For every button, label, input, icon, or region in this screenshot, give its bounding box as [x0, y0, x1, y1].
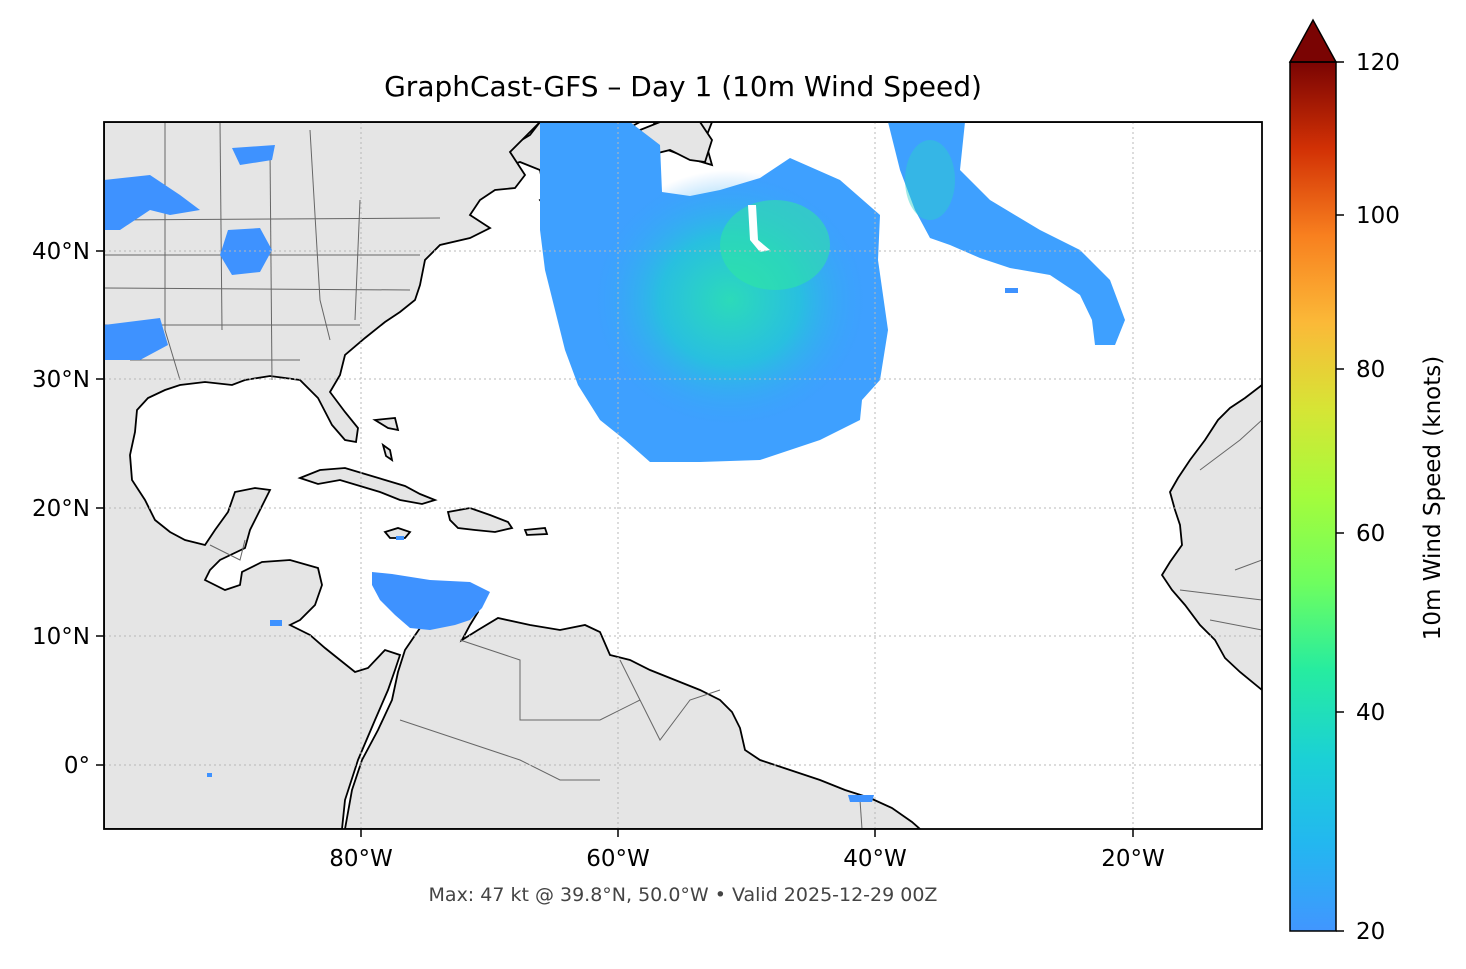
- lat-tick-label: 40°N: [32, 239, 90, 265]
- land-south-america: [344, 603, 922, 829]
- colorbar-tick-label: 80: [1356, 357, 1385, 383]
- colorbar-tick-label: 60: [1356, 521, 1385, 547]
- colorbar-frame: [1289, 61, 1337, 932]
- lat-tick-label: 20°N: [32, 496, 90, 522]
- colorbar-extend-arrow: [1288, 18, 1338, 63]
- land-puerto-rico: [523, 527, 549, 536]
- colorbar-tick-label: 100: [1356, 203, 1400, 229]
- lon-tick-label: 40°W: [843, 846, 907, 872]
- colorbar-tick-label: 40: [1356, 700, 1385, 726]
- wind-core: [590, 170, 870, 430]
- land-usa: [104, 122, 542, 829]
- land-africa: [1160, 383, 1262, 692]
- lon-tick-label: 80°W: [329, 846, 393, 872]
- lat-tick-label: 10°N: [32, 624, 90, 650]
- land-bahamas: [372, 417, 400, 462]
- lon-tick-label: 60°W: [586, 846, 650, 872]
- wind-patch-northeast: [905, 140, 955, 220]
- wind-shading: [104, 122, 1125, 802]
- lat-tick-label: 30°N: [32, 367, 90, 393]
- colorbar-label: 10m Wind Speed (knots): [1420, 356, 1446, 640]
- wind-area-northeast: [888, 122, 1125, 345]
- colorbar-tick-label: 120: [1356, 50, 1400, 76]
- wind-max-core: [720, 200, 830, 290]
- wind-area-caribbean: [372, 572, 490, 630]
- colorbar-gradient: [1290, 62, 1336, 931]
- lon-tick-label: 20°W: [1101, 846, 1165, 872]
- land-hispaniola: [446, 507, 514, 533]
- colorbar-tick-label: 20: [1356, 919, 1385, 945]
- land-cuba: [297, 467, 438, 505]
- lon-ticks: [360, 829, 1134, 837]
- wind-area-great-lakes: [104, 145, 275, 360]
- map-area: [104, 122, 1262, 829]
- map-frame: [103, 121, 1263, 830]
- map-footer-info: Max: 47 kt @ 39.8°N, 50.0°W • Valid 2025…: [428, 884, 938, 906]
- gridlines: [104, 122, 1262, 829]
- map-title: GraphCast-GFS – Day 1 (10m Wind Speed): [384, 70, 982, 103]
- wind-gap: [748, 205, 770, 252]
- lat-tick-label: 0°: [64, 753, 90, 779]
- land-jamaica: [383, 527, 412, 539]
- colorbar: 120 100 80 60 40 20 10m Wind Speed (knot…: [1288, 18, 1446, 945]
- lat-ticks: [96, 250, 104, 766]
